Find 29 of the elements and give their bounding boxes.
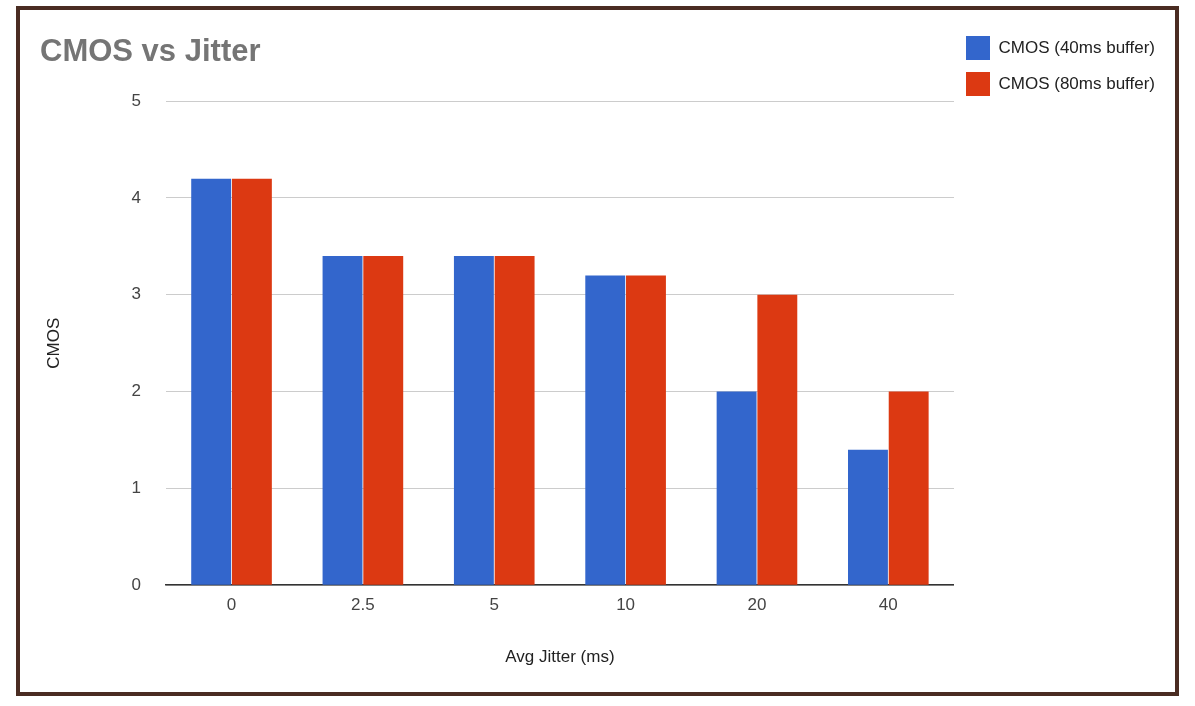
chart-title: CMOS vs Jitter	[40, 33, 261, 69]
bar	[494, 256, 535, 585]
x-tick-label: 40	[878, 595, 898, 615]
bar	[716, 391, 757, 585]
bar	[191, 178, 232, 585]
legend-label: CMOS (40ms buffer)	[998, 37, 1156, 57]
x-axis-title: Avg Jitter (ms)	[505, 647, 615, 667]
x-tick-label: 0	[226, 595, 237, 615]
legend-label: CMOS (80ms buffer)	[998, 73, 1156, 93]
x-tick-label: 20	[747, 595, 767, 615]
bar	[363, 256, 404, 585]
x-tick-label: 10	[616, 595, 636, 615]
y-axis-title: CMOS	[43, 317, 63, 369]
x-tick-label: 5	[489, 595, 499, 615]
bar	[626, 275, 666, 585]
y-tick-label: 5	[131, 90, 141, 110]
bar	[453, 256, 494, 585]
bar	[848, 449, 888, 585]
bar	[585, 275, 626, 585]
y-tick-label: 1	[131, 478, 141, 498]
y-tick-label: 3	[131, 284, 141, 304]
bar	[888, 391, 929, 585]
y-tick-label: 2	[131, 381, 141, 401]
bar	[231, 178, 272, 585]
bar	[757, 294, 798, 585]
y-tick-label: 4	[131, 187, 141, 207]
bar	[322, 256, 363, 585]
x-tick-label: 2.5	[351, 595, 375, 615]
y-tick-label: 0	[131, 574, 141, 594]
